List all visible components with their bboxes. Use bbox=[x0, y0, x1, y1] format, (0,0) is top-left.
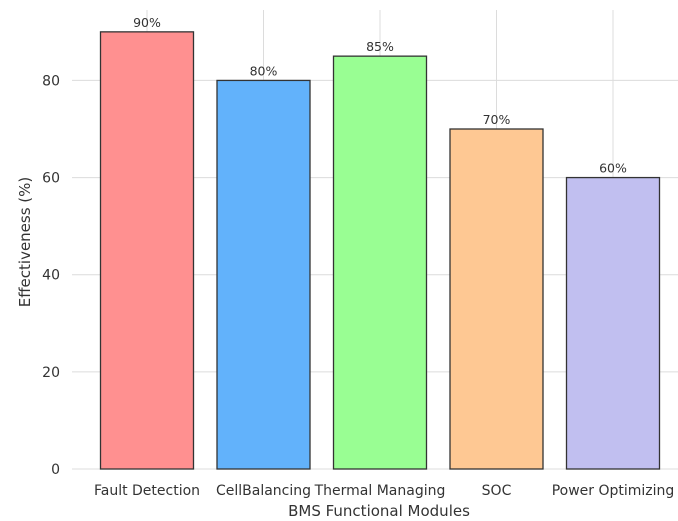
bar bbox=[99, 31, 195, 470]
x-tick-label: Fault Detection bbox=[94, 483, 200, 499]
bar-value-label: 60% bbox=[599, 161, 627, 176]
x-tick-label: SOC bbox=[482, 483, 512, 499]
ticks-layer: 0 20 40 60 80 Fault Detection CellBalancing The… bbox=[42, 73, 674, 499]
bar bbox=[332, 55, 428, 470]
y-tick-label: 60 bbox=[42, 171, 60, 187]
bar-value-label: 85% bbox=[366, 39, 394, 54]
y-axis-label: Effectiveness (%) bbox=[16, 177, 34, 308]
bar-value-label: 90% bbox=[133, 15, 161, 30]
y-tick-label: 40 bbox=[42, 268, 60, 284]
bar bbox=[449, 128, 544, 470]
y-tick-label: 0 bbox=[51, 462, 60, 478]
bar bbox=[216, 79, 311, 470]
y-tick-label: 80 bbox=[42, 73, 60, 89]
bar bbox=[565, 176, 661, 470]
bar-value-label: 80% bbox=[250, 63, 278, 78]
x-axis-label: BMS Functional Modules bbox=[288, 502, 470, 520]
y-tick-label: 20 bbox=[42, 365, 60, 381]
bars-layer: 90% 80% 85% 70% 60% bbox=[99, 15, 661, 470]
x-tick-label: Thermal Managing bbox=[314, 483, 446, 499]
x-tick-label: Power Optimizing bbox=[552, 483, 675, 499]
x-tick-label: CellBalancing bbox=[216, 483, 311, 499]
bar-value-label: 70% bbox=[483, 112, 511, 127]
